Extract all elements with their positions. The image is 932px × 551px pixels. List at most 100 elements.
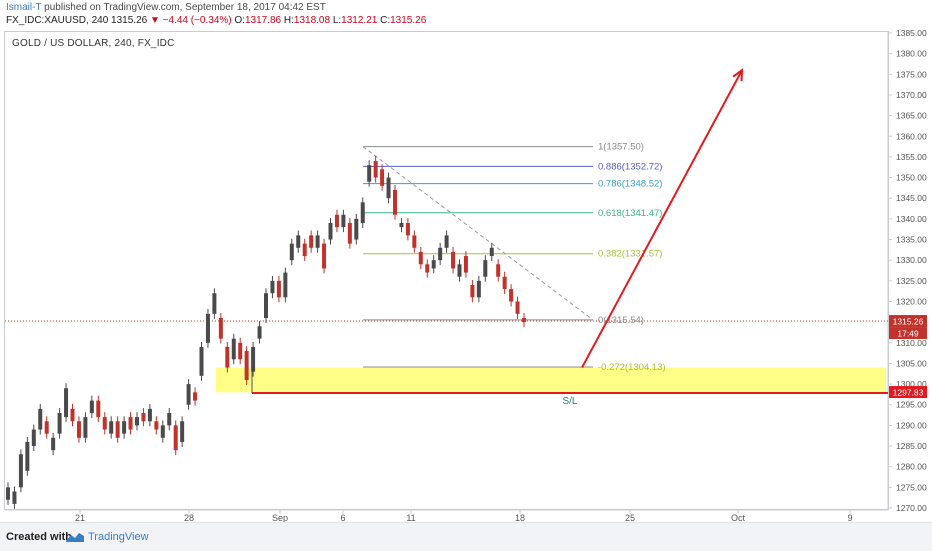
countdown-tag: 17:49 <box>897 329 919 339</box>
candle-body <box>354 218 359 240</box>
price-axis-label: 1295.00 <box>896 400 927 410</box>
time-axis-label: 6 <box>340 513 345 522</box>
candle-body <box>96 400 101 418</box>
countdown-tag-bg <box>889 327 927 340</box>
price-axis-label: 1330.00 <box>896 255 927 265</box>
candle-body <box>496 264 501 277</box>
price-axis-label: 1385.00 <box>896 28 927 38</box>
publish-info: Ismail-T published on TradingView.com, S… <box>6 2 326 13</box>
candle-body <box>199 346 204 376</box>
projection-arrow <box>581 69 743 369</box>
price-axis-label: 1305.00 <box>896 358 927 368</box>
current-price-tag-bg <box>889 315 927 328</box>
price-axis-label: 1285.00 <box>896 441 927 451</box>
low-value: 1312.21 <box>341 15 378 26</box>
candle-body <box>225 346 230 368</box>
price-chart[interactable]: 1270.00 1275.00 1280.00 1285.00 1290.00 1295.… <box>0 0 932 522</box>
stop-loss-tag-bg <box>889 386 927 399</box>
candle-body <box>451 251 456 269</box>
fib-level-label: 0.618(1341.47) <box>598 208 662 219</box>
author-link[interactable]: Ismail-T <box>6 2 42 13</box>
candle-body <box>205 313 210 343</box>
time-axis-label: 25 <box>625 513 635 522</box>
time-axis-label: 21 <box>75 513 85 522</box>
candle-body <box>373 161 378 178</box>
candle-body <box>44 421 49 434</box>
candle-body <box>380 169 385 186</box>
candle-body <box>160 425 165 438</box>
candle-body <box>83 417 88 438</box>
candle-body <box>212 293 217 314</box>
candle-body <box>64 388 69 418</box>
open-label: O: <box>234 15 245 26</box>
candle-body <box>231 338 236 360</box>
fib-level-label: -0.272(1304.13) <box>598 362 666 373</box>
price-axis-label: 1340.00 <box>896 214 927 224</box>
candle-body <box>186 384 191 405</box>
candle-body <box>257 326 262 339</box>
candle-body <box>25 441 30 471</box>
chart-title: GOLD / US DOLLAR, 240, FX_IDC <box>12 38 175 49</box>
candle-body <box>515 301 520 314</box>
candle-body <box>502 276 507 290</box>
price-axis-label: 1350.00 <box>896 173 927 183</box>
price-axis-label: 1270.00 <box>896 503 927 513</box>
candle-body <box>244 351 249 380</box>
candle-body <box>302 243 307 257</box>
price-axis-label: 1325.00 <box>896 276 927 286</box>
support-zone <box>216 367 886 393</box>
published-text: published on TradingView.com, September … <box>44 2 326 13</box>
candle-body <box>393 189 397 215</box>
candle-body <box>218 318 223 339</box>
candle-body <box>489 247 494 257</box>
price-axis-label: 1345.00 <box>896 193 927 203</box>
price-axis-label: 1370.00 <box>896 90 927 100</box>
candle-body <box>51 437 56 451</box>
candle-body <box>386 177 391 199</box>
time-axis-label: 28 <box>184 513 194 522</box>
candle-body <box>251 346 256 372</box>
candle-body <box>283 272 288 298</box>
candle-body <box>115 421 120 438</box>
low-label: L: <box>332 15 342 26</box>
candle-body <box>173 425 178 451</box>
candle-body <box>347 223 352 244</box>
candle-body <box>334 214 339 228</box>
candle-body <box>18 454 23 488</box>
projection-arrow-head <box>732 68 744 82</box>
candle-body <box>418 251 423 265</box>
price-axis-label: 1365.00 <box>896 111 927 121</box>
candle-body <box>38 408 43 430</box>
time-axis-label: Sep <box>272 513 288 522</box>
candle-body <box>276 280 281 298</box>
high-value: 1318.08 <box>293 15 331 26</box>
candle-body <box>431 260 436 269</box>
tradingview-brand[interactable]: TradingView <box>88 531 149 543</box>
candle-body <box>76 421 81 438</box>
candle-body <box>341 214 346 228</box>
price-axis-label: 1375.00 <box>896 69 927 79</box>
price-axis-label: 1310.00 <box>896 338 927 348</box>
header-bar: Ismail-T published on TradingView.com, S… <box>0 0 932 30</box>
close-label: C: <box>380 15 391 26</box>
high-label: H: <box>283 15 294 26</box>
price-axis-label: 1300.00 <box>896 379 927 389</box>
candle-body <box>6 487 10 500</box>
time-axis-label: 11 <box>406 513 415 522</box>
candle-body <box>483 260 488 277</box>
candle-body <box>412 235 417 248</box>
candle-body <box>70 408 75 422</box>
current-price-tag: 1315.26 <box>893 317 924 327</box>
candle-body <box>315 235 320 248</box>
candle-body <box>122 421 127 434</box>
price-axis-label: 1290.00 <box>896 420 927 430</box>
fib-level-label: 0.786(1348.52) <box>598 179 662 190</box>
candle-body <box>89 400 94 413</box>
candle-body <box>180 421 185 442</box>
candle-body <box>399 223 404 228</box>
candle-body <box>109 421 114 434</box>
time-axis-label: 18 <box>515 513 525 522</box>
candle-body <box>102 417 107 430</box>
candle-body <box>128 417 133 430</box>
price-axis-label: 1280.00 <box>896 462 927 472</box>
